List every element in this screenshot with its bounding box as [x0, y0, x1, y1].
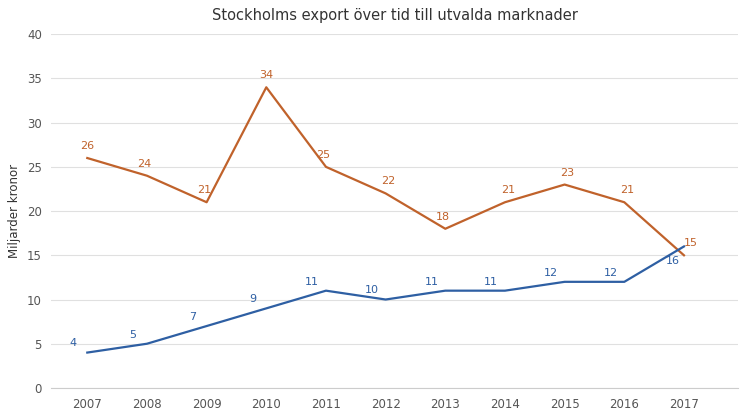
Text: 24: 24: [137, 159, 151, 169]
Title: Stockholms export över tid till utvalda marknader: Stockholms export över tid till utvalda …: [212, 8, 577, 23]
Text: 11: 11: [424, 277, 439, 287]
Text: 21: 21: [620, 185, 634, 195]
Text: 18: 18: [436, 212, 450, 222]
Text: 10: 10: [365, 285, 379, 295]
Text: 7: 7: [189, 312, 196, 322]
Text: 21: 21: [501, 185, 515, 195]
Text: 26: 26: [81, 141, 94, 151]
Text: 4: 4: [70, 339, 77, 349]
Text: 5: 5: [130, 330, 137, 339]
Y-axis label: Miljarder kronor: Miljarder kronor: [8, 164, 22, 258]
Text: 34: 34: [259, 70, 273, 80]
Text: 9: 9: [249, 294, 256, 304]
Text: 15: 15: [684, 238, 698, 248]
Text: 22: 22: [381, 176, 395, 186]
Text: 16: 16: [666, 256, 680, 266]
Text: 11: 11: [305, 277, 319, 287]
Text: 11: 11: [484, 277, 498, 287]
Text: 25: 25: [316, 150, 330, 160]
Text: 12: 12: [604, 268, 618, 278]
Text: 12: 12: [544, 268, 558, 278]
Text: 21: 21: [197, 185, 211, 195]
Text: 23: 23: [560, 168, 574, 178]
